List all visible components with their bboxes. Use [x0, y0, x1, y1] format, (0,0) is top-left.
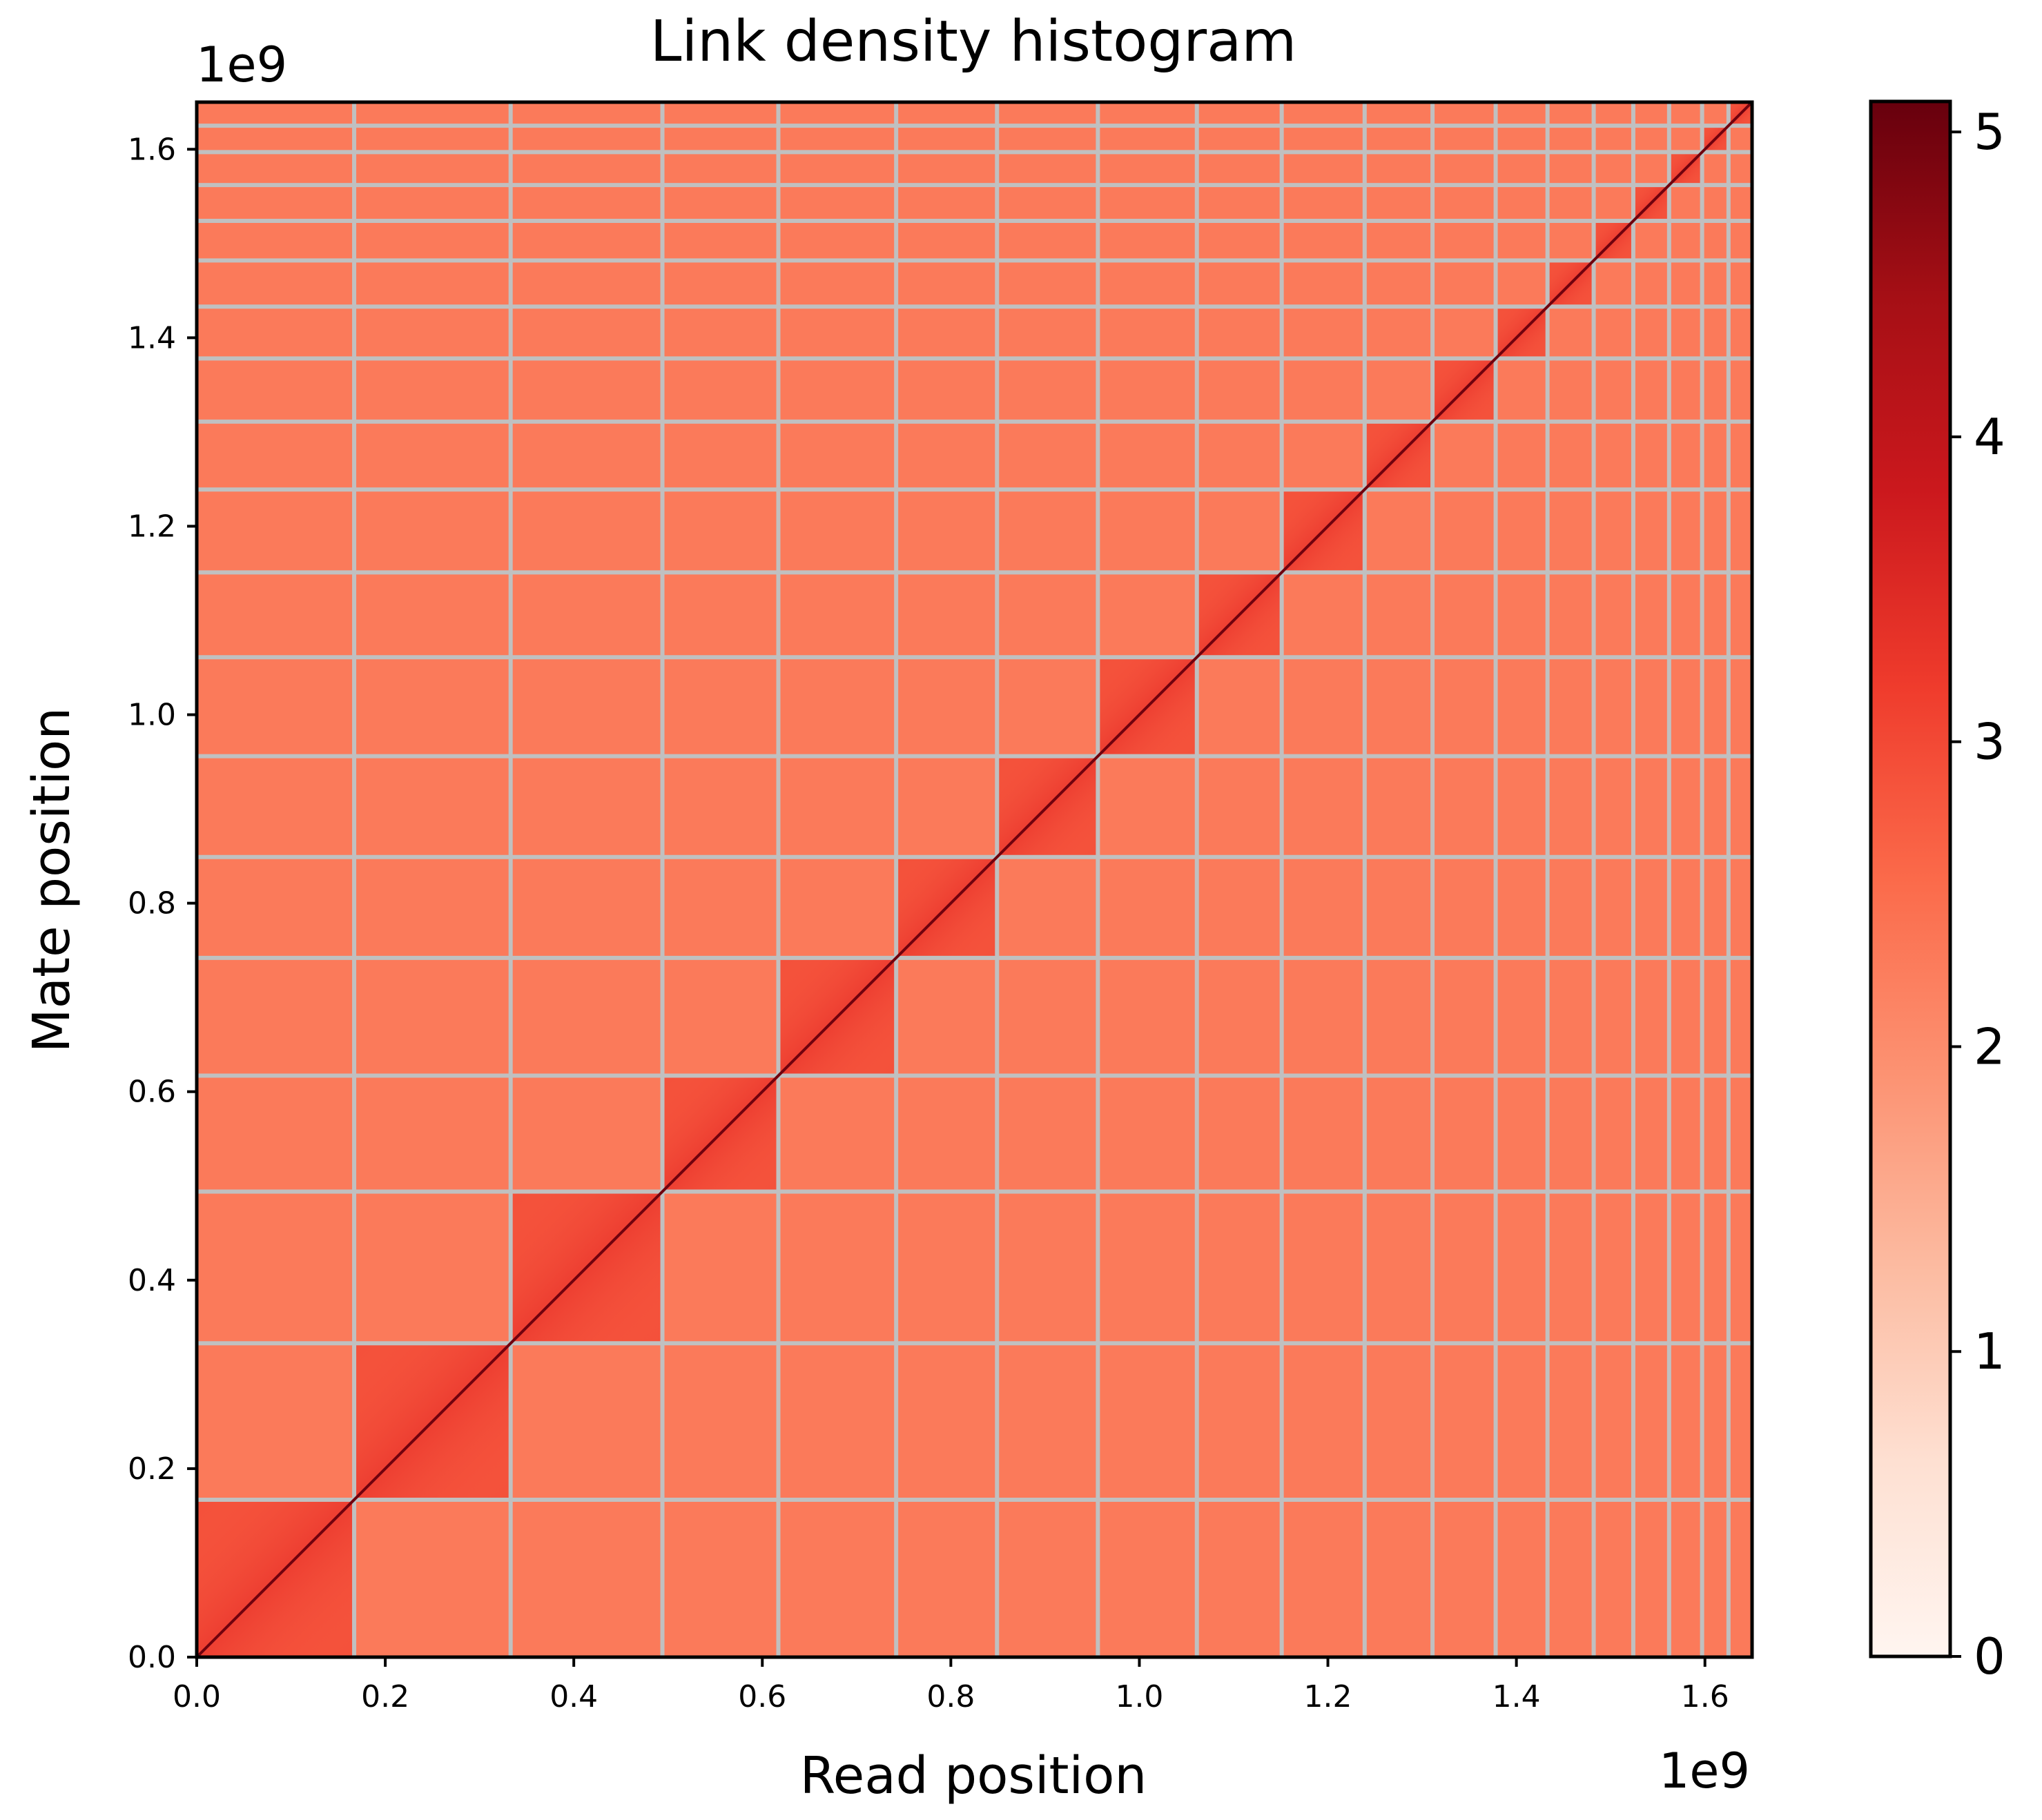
colorbar-ticks: 0 1 2 3 4 5: [1950, 103, 2005, 1685]
heatmap-diagonal: [195, 101, 1753, 1658]
colorbar-tick-label: 5: [1974, 103, 2005, 161]
y-tick-label: 0.2: [128, 1451, 176, 1487]
y-tick-label: 0.8: [128, 886, 176, 921]
y-axis-ticks: 0.0 0.2 0.4 0.6 0.8 1.0 1.2 1.4 1.6: [128, 132, 197, 1675]
x-tick-label: 1.4: [1492, 1679, 1541, 1714]
heatmap-plot-area: [195, 100, 1754, 1659]
y-axis-label: Mate position: [22, 707, 81, 1053]
colorbar-tick-label: 2: [1974, 1017, 2005, 1075]
colorbar: 0 1 2 3 4 5: [1869, 99, 2005, 1685]
x-tick-label: 1.6: [1681, 1679, 1729, 1714]
y-tick-label: 1.0: [128, 698, 176, 733]
y-axis-offset-text: 1e9: [196, 37, 287, 93]
x-tick-label: 0.4: [550, 1679, 598, 1714]
x-tick-label: 0.0: [173, 1679, 221, 1714]
x-axis-offset-text: 1e9: [1659, 1743, 1750, 1799]
y-tick-label: 1.2: [128, 509, 176, 544]
x-axis-ticks: 0.0 0.2 0.4 0.6 0.8 1.0 1.2 1.4 1.6: [173, 1657, 1729, 1714]
y-tick-label: 1.4: [128, 320, 176, 355]
y-tick-label: 1.6: [128, 132, 176, 167]
colorbar-tick-label: 0: [1974, 1627, 2005, 1685]
colorbar-tick-label: 4: [1974, 408, 2005, 466]
plot-frame: [195, 100, 1754, 1659]
chart-title: Link density histogram: [650, 9, 1296, 75]
y-tick-label: 0.4: [128, 1263, 176, 1298]
x-tick-label: 0.6: [738, 1679, 786, 1714]
x-tick-label: 1.2: [1304, 1679, 1352, 1714]
colorbar-gradient: [1869, 99, 1952, 1658]
chromosome-boundary-lines: [197, 102, 1752, 1657]
x-tick-label: 1.0: [1115, 1679, 1163, 1714]
x-tick-label: 0.2: [361, 1679, 409, 1714]
colorbar-tick-label: 3: [1974, 713, 2005, 771]
y-tick-label: 0.6: [128, 1075, 176, 1110]
y-tick-label: 0.0: [128, 1640, 176, 1675]
colorbar-tick-label: 1: [1974, 1322, 2005, 1380]
x-axis-label: Read position: [800, 1746, 1147, 1806]
x-tick-label: 0.8: [926, 1679, 975, 1714]
